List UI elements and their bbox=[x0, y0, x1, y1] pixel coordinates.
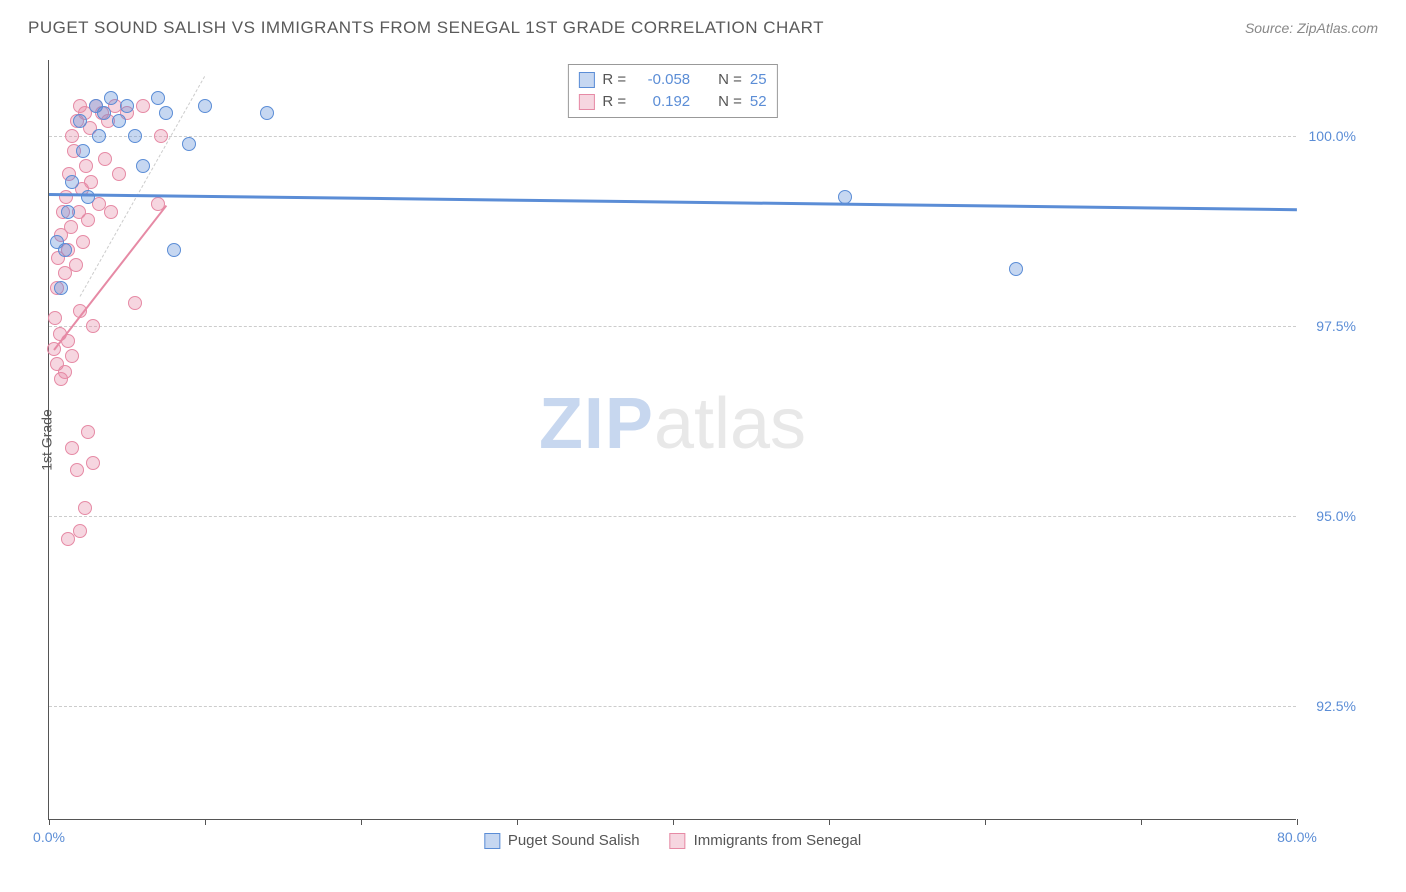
n-value: 52 bbox=[750, 91, 767, 113]
data-point bbox=[838, 190, 852, 204]
data-point bbox=[70, 463, 84, 477]
data-point bbox=[86, 456, 100, 470]
data-point bbox=[65, 129, 79, 143]
scatter-plot: ZIPatlas R =-0.058N =25R =0.192N =52 Pug… bbox=[48, 60, 1296, 820]
y-tick-label: 95.0% bbox=[1316, 508, 1356, 524]
legend-item: Puget Sound Salish bbox=[484, 832, 640, 849]
data-point bbox=[65, 175, 79, 189]
data-point bbox=[136, 159, 150, 173]
data-point bbox=[76, 144, 90, 158]
legend-swatch bbox=[670, 833, 686, 849]
data-point bbox=[86, 319, 100, 333]
y-tick-label: 100.0% bbox=[1309, 128, 1356, 144]
data-point bbox=[73, 524, 87, 538]
x-tick bbox=[829, 819, 830, 825]
x-tick bbox=[985, 819, 986, 825]
x-tick bbox=[1141, 819, 1142, 825]
r-value: -0.058 bbox=[634, 69, 690, 91]
chart-title: PUGET SOUND SALISH VS IMMIGRANTS FROM SE… bbox=[28, 18, 824, 38]
data-point bbox=[79, 159, 93, 173]
y-tick-label: 92.5% bbox=[1316, 698, 1356, 714]
data-point bbox=[167, 243, 181, 257]
legend-swatch bbox=[484, 833, 500, 849]
r-value: 0.192 bbox=[634, 91, 690, 113]
legend-swatch bbox=[578, 72, 594, 88]
trend-line bbox=[49, 193, 1297, 211]
data-point bbox=[81, 190, 95, 204]
x-end-label: 80.0% bbox=[1277, 829, 1317, 845]
x-tick bbox=[205, 819, 206, 825]
data-point bbox=[128, 296, 142, 310]
data-point bbox=[48, 311, 62, 325]
correlation-legend: R = -0.058 N = 25 R = 0.192 N = 52 bbox=[567, 64, 777, 118]
data-point bbox=[61, 532, 75, 546]
x-tick bbox=[517, 819, 518, 825]
data-point bbox=[120, 99, 134, 113]
data-point bbox=[112, 114, 126, 128]
data-point bbox=[98, 152, 112, 166]
legend-swatch bbox=[578, 94, 594, 110]
x-tick bbox=[361, 819, 362, 825]
legend-item: Immigrants from Senegal bbox=[670, 832, 862, 849]
data-point bbox=[97, 106, 111, 120]
x-tick bbox=[49, 819, 50, 825]
legend-row: R = -0.058 N = 25 bbox=[578, 69, 766, 91]
legend-label: Immigrants from Senegal bbox=[694, 832, 862, 849]
data-point bbox=[151, 197, 165, 211]
gridline bbox=[49, 326, 1296, 327]
data-point bbox=[84, 175, 98, 189]
series-legend: Puget Sound Salish Immigrants from Senega… bbox=[484, 832, 861, 849]
data-point bbox=[260, 106, 274, 120]
watermark: ZIPatlas bbox=[539, 383, 806, 465]
data-point bbox=[104, 205, 118, 219]
data-point bbox=[81, 425, 95, 439]
data-point bbox=[112, 167, 126, 181]
data-point bbox=[1009, 262, 1023, 276]
x-tick bbox=[673, 819, 674, 825]
chart-container: 1st Grade ZIPatlas R =-0.058N =25R =0.19… bbox=[48, 60, 1348, 820]
data-point bbox=[154, 129, 168, 143]
data-point bbox=[159, 106, 173, 120]
gridline bbox=[49, 706, 1296, 707]
data-point bbox=[69, 258, 83, 272]
r-label: R = bbox=[602, 91, 626, 113]
r-label: R = bbox=[602, 69, 626, 91]
data-point bbox=[58, 365, 72, 379]
data-point bbox=[73, 304, 87, 318]
data-point bbox=[198, 99, 212, 113]
data-point bbox=[59, 190, 73, 204]
n-label: N = bbox=[718, 91, 742, 113]
data-point bbox=[65, 441, 79, 455]
y-tick-label: 97.5% bbox=[1316, 318, 1356, 334]
data-point bbox=[76, 235, 90, 249]
data-point bbox=[61, 205, 75, 219]
data-point bbox=[64, 220, 78, 234]
data-point bbox=[128, 129, 142, 143]
data-point bbox=[136, 99, 150, 113]
source-credit: Source: ZipAtlas.com bbox=[1245, 20, 1378, 36]
data-point bbox=[47, 342, 61, 356]
watermark-atlas: atlas bbox=[654, 384, 806, 464]
watermark-zip: ZIP bbox=[539, 384, 654, 464]
data-point bbox=[78, 501, 92, 515]
data-point bbox=[61, 334, 75, 348]
x-tick bbox=[1297, 819, 1298, 825]
data-point bbox=[54, 281, 68, 295]
data-point bbox=[182, 137, 196, 151]
data-point bbox=[65, 349, 79, 363]
data-point bbox=[92, 129, 106, 143]
gridline bbox=[49, 136, 1296, 137]
gridline bbox=[49, 516, 1296, 517]
data-point bbox=[104, 91, 118, 105]
x-start-label: 0.0% bbox=[33, 829, 65, 845]
data-point bbox=[73, 114, 87, 128]
legend-label: Puget Sound Salish bbox=[508, 832, 640, 849]
n-value: 25 bbox=[750, 69, 767, 91]
data-point bbox=[151, 91, 165, 105]
legend-row: R = 0.192 N = 52 bbox=[578, 91, 766, 113]
n-label: N = bbox=[718, 69, 742, 91]
data-point bbox=[81, 213, 95, 227]
data-point bbox=[58, 243, 72, 257]
